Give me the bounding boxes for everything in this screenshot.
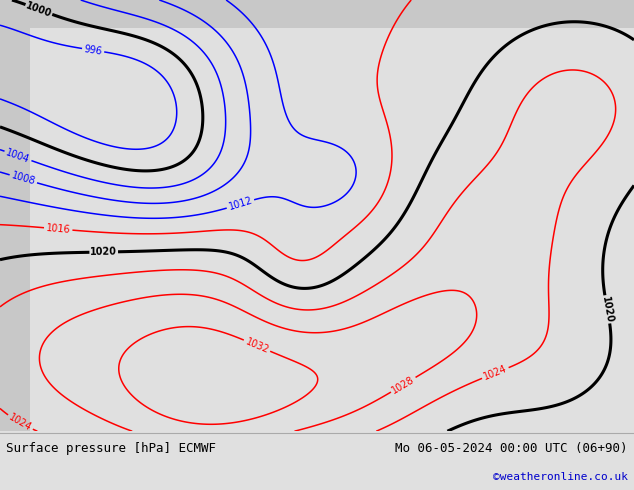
Text: 1000: 1000 — [25, 0, 53, 19]
Text: 1020: 1020 — [90, 247, 117, 257]
Text: 996: 996 — [83, 44, 103, 56]
Text: 1004: 1004 — [5, 147, 31, 165]
Text: 1028: 1028 — [390, 374, 417, 395]
Text: 1012: 1012 — [227, 196, 254, 212]
Text: Mo 06-05-2024 00:00 UTC (06+90): Mo 06-05-2024 00:00 UTC (06+90) — [395, 442, 628, 455]
Text: Surface pressure [hPa] ECMWF: Surface pressure [hPa] ECMWF — [6, 442, 216, 455]
Text: 1016: 1016 — [46, 223, 71, 235]
Bar — [0, 0, 30, 431]
Text: 1020: 1020 — [600, 295, 614, 323]
Text: 1008: 1008 — [10, 171, 37, 187]
Text: 1024: 1024 — [482, 364, 508, 382]
Text: ©weatheronline.co.uk: ©weatheronline.co.uk — [493, 472, 628, 482]
Text: 1032: 1032 — [243, 336, 270, 355]
Bar — [0, 0, 634, 28]
Text: 1024: 1024 — [7, 412, 33, 433]
